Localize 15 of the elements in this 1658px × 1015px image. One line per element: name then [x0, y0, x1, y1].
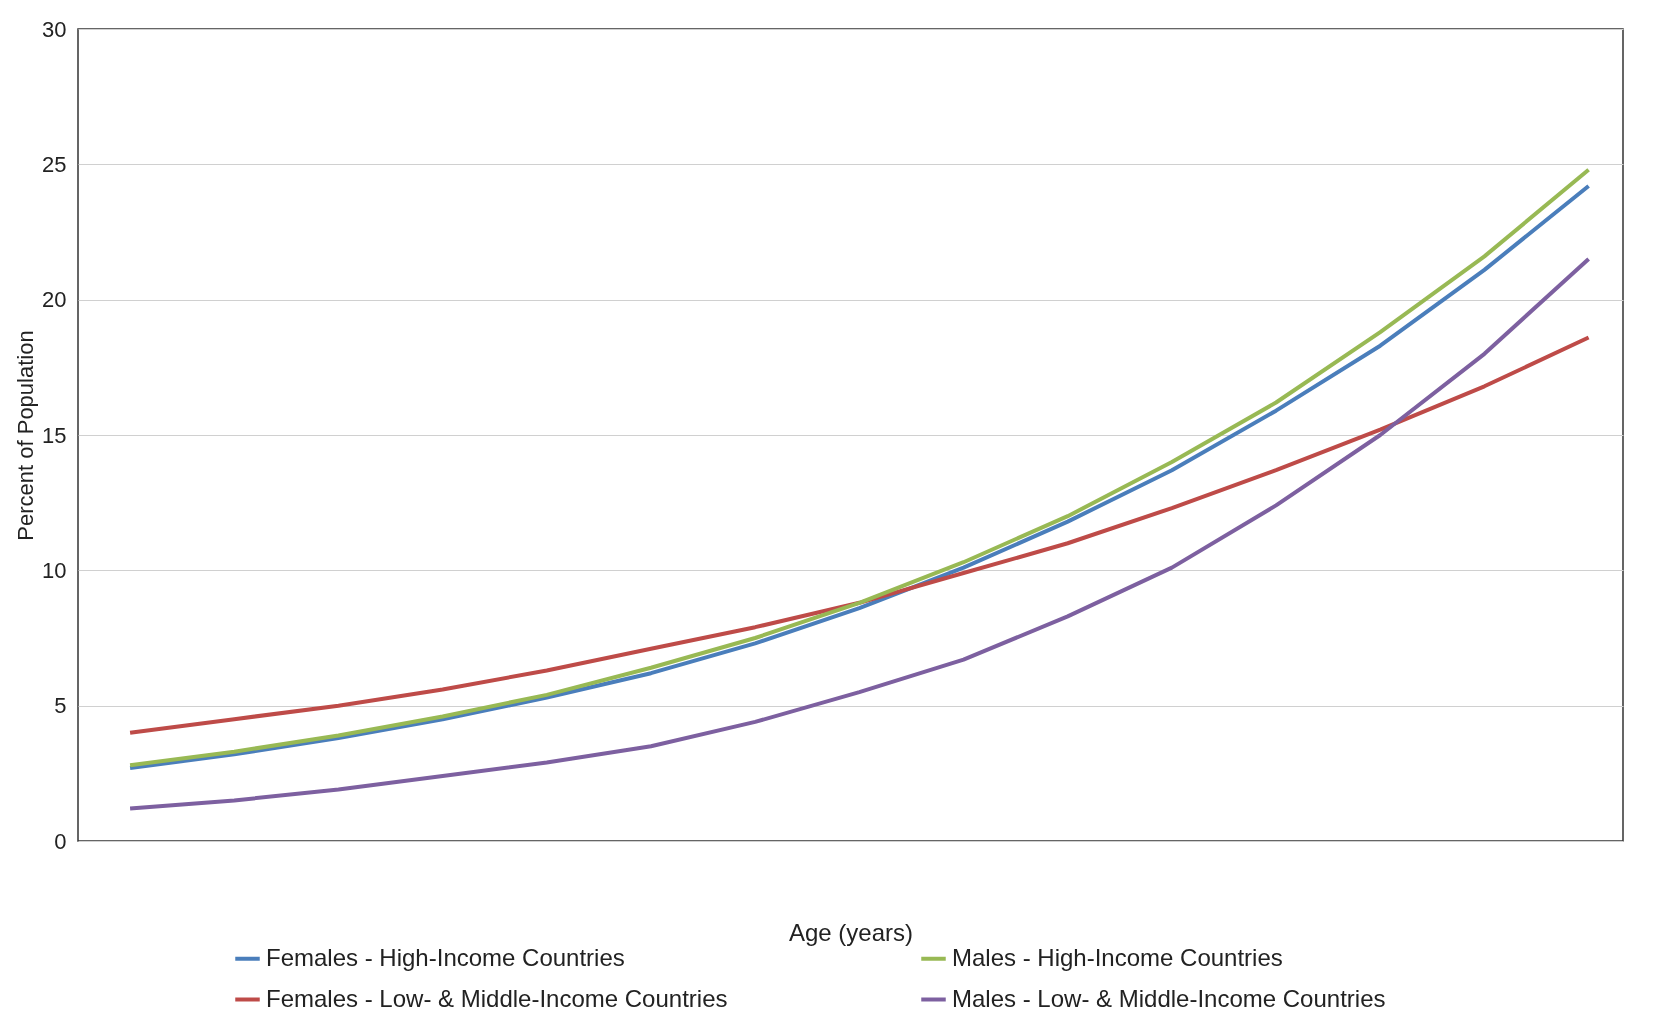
y-axis-title: Percent of Population [13, 330, 39, 541]
x-axis-title: Age (years) [788, 918, 914, 946]
y-tick-label: 5 [54, 693, 67, 719]
y-tick-label: 30 [42, 16, 67, 42]
legend-label: Males - High-Income Countries [952, 943, 1283, 971]
legend-label: Males - Low- & Middle-Income Countries [952, 984, 1386, 1012]
y-tick-label: 10 [42, 557, 67, 583]
legend-label: Females - High-Income Countries [266, 943, 625, 971]
y-tick-label: 20 [42, 287, 67, 313]
y-tick-label: 25 [42, 151, 67, 177]
line-series [128, 257, 1591, 811]
y-tick-label: 0 [54, 828, 67, 854]
line-series [128, 335, 1591, 735]
legend-label: Females - Low- & Middle-Income Countries [266, 984, 728, 1012]
y-tick-label: 15 [42, 422, 67, 448]
